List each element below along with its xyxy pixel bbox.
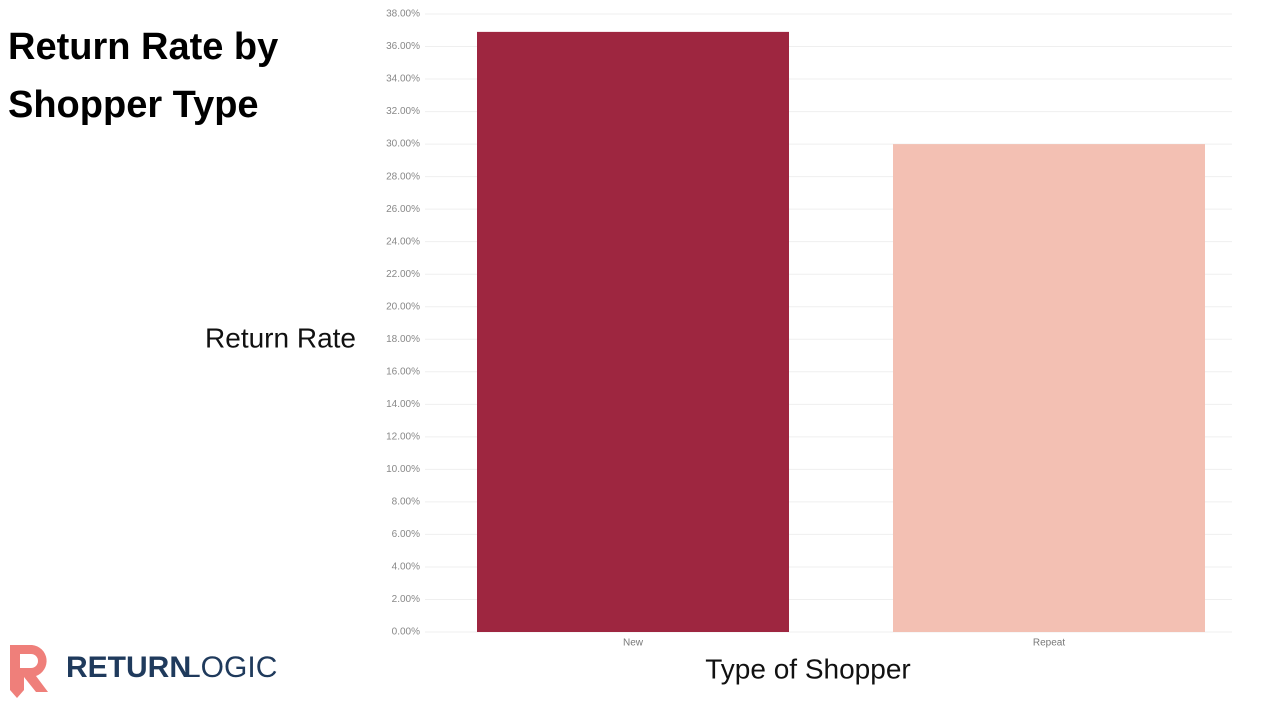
- y-axis-label: Return Rate: [205, 322, 356, 353]
- y-tick-label: 0.00%: [392, 627, 420, 638]
- logo-text-light: LOGIC: [184, 651, 277, 684]
- y-tick-label: 32.00%: [386, 106, 420, 117]
- title-box: Return Rate by Shopper Type: [8, 26, 279, 126]
- y-tick-label: 10.00%: [386, 464, 420, 475]
- y-tick-label: 2.00%: [392, 594, 420, 605]
- bar: [477, 31, 789, 633]
- bar: [893, 144, 1205, 632]
- y-tick-label: 18.00%: [386, 334, 420, 345]
- y-tick-label: 22.00%: [386, 269, 420, 280]
- y-tick-label: 8.00%: [392, 497, 420, 508]
- y-tick-label: 38.00%: [386, 9, 420, 20]
- y-tick-label: 30.00%: [386, 139, 420, 150]
- chart-title: Return Rate by Shopper Type: [8, 26, 279, 126]
- y-tick-label: 26.00%: [386, 204, 420, 215]
- y-tick-label: 6.00%: [392, 529, 420, 540]
- y-tick-label: 16.00%: [386, 366, 420, 377]
- y-tick-label: 34.00%: [386, 74, 420, 85]
- y-tick-label: 36.00%: [386, 41, 420, 52]
- logo-text-bold: RETURN: [66, 651, 191, 684]
- logo-icon: [10, 645, 48, 698]
- y-tick-label: 14.00%: [386, 399, 420, 410]
- x-tick-label: New: [623, 638, 644, 649]
- y-tick-label: 20.00%: [386, 301, 420, 312]
- y-tick-label: 24.00%: [386, 236, 420, 247]
- logo: RETURN LOGIC: [10, 645, 277, 698]
- y-tick-label: 4.00%: [392, 562, 420, 573]
- x-axis-label: Type of Shopper: [705, 653, 910, 684]
- y-tick-label: 28.00%: [386, 171, 420, 182]
- y-tick-label: 12.00%: [386, 431, 420, 442]
- logo-icon-hole: [20, 654, 38, 668]
- x-tick-label: Repeat: [1033, 638, 1065, 649]
